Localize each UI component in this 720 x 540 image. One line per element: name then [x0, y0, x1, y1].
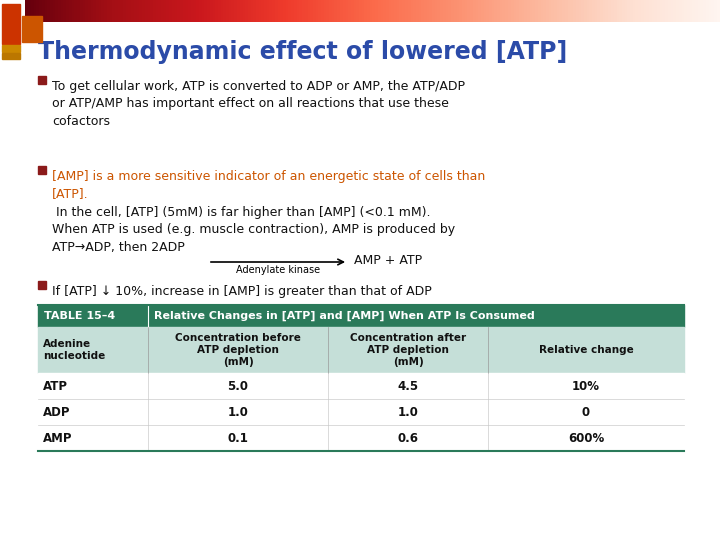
Text: AMP + ATP: AMP + ATP	[354, 254, 422, 267]
Text: Concentration after
ATP depletion
(mM): Concentration after ATP depletion (mM)	[350, 333, 466, 367]
Bar	[38, 327, 684, 373]
Text: Relative change: Relative change	[539, 345, 634, 355]
Bar	[38, 425, 684, 451]
Bar	[38, 373, 684, 399]
Text: 0.6: 0.6	[397, 431, 418, 444]
Text: AMP: AMP	[43, 431, 73, 444]
Bar	[38, 166, 46, 174]
Bar	[38, 305, 684, 327]
Bar	[2, 4, 20, 44]
Text: 4.5: 4.5	[397, 380, 418, 393]
Bar	[22, 16, 42, 42]
Text: TABLE 15–4: TABLE 15–4	[44, 311, 115, 321]
Text: Adenine
nucleotide: Adenine nucleotide	[43, 339, 105, 361]
Text: ADP: ADP	[43, 406, 71, 419]
Text: 1.0: 1.0	[228, 406, 248, 419]
Text: To get cellular work, ATP is converted to ADP or AMP, the ATP/ADP
or ATP/AMP has: To get cellular work, ATP is converted t…	[52, 80, 465, 128]
Text: In the cell, [ATP] (5mM) is far higher than [AMP] (<0.1 mM).
When ATP is used (e: In the cell, [ATP] (5mM) is far higher t…	[52, 206, 455, 254]
Text: 5.0: 5.0	[228, 380, 248, 393]
Text: Adenylate kinase: Adenylate kinase	[236, 265, 320, 275]
Text: 600%: 600%	[568, 431, 604, 444]
Text: 0.1: 0.1	[228, 431, 248, 444]
Text: 0: 0	[582, 406, 590, 419]
Bar	[2, 53, 20, 59]
Text: Relative Changes in [ATP] and [AMP] When ATP Is Consumed: Relative Changes in [ATP] and [AMP] When…	[154, 311, 535, 321]
Text: Thermodynamic effect of lowered [ATP]: Thermodynamic effect of lowered [ATP]	[38, 40, 567, 64]
Bar	[2, 45, 20, 52]
Text: [AMP] is a more sensitive indicator of an energetic state of cells than
[ATP].: [AMP] is a more sensitive indicator of a…	[52, 170, 485, 200]
Text: ATP: ATP	[43, 380, 68, 393]
Bar	[38, 281, 46, 289]
Bar	[38, 399, 684, 425]
Text: If [ATP] ↓ 10%, increase in [AMP] is greater than that of ADP: If [ATP] ↓ 10%, increase in [AMP] is gre…	[52, 285, 432, 298]
Text: 1.0: 1.0	[397, 406, 418, 419]
Bar	[38, 76, 46, 84]
Text: Concentration before
ATP depletion
(mM): Concentration before ATP depletion (mM)	[175, 333, 301, 367]
Text: 10%: 10%	[572, 380, 600, 393]
